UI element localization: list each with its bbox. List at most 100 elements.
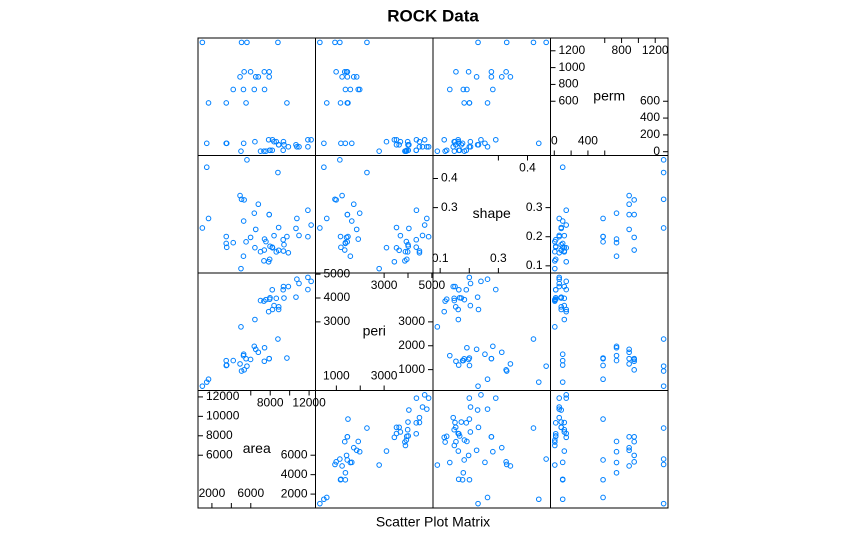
point <box>613 469 620 476</box>
point <box>356 448 363 455</box>
point <box>424 143 430 150</box>
point <box>342 86 349 93</box>
point <box>464 86 470 93</box>
point <box>456 147 462 154</box>
point <box>421 392 428 398</box>
point <box>275 336 281 342</box>
point <box>503 39 510 46</box>
point <box>626 201 632 208</box>
point <box>631 438 637 445</box>
point <box>341 69 348 75</box>
point <box>455 430 461 437</box>
point <box>199 383 206 389</box>
tick-label: 10000 <box>206 409 240 423</box>
point <box>252 244 258 251</box>
point <box>347 86 354 93</box>
panel <box>197 37 316 156</box>
point <box>660 336 667 342</box>
point <box>244 157 250 163</box>
point <box>613 448 620 455</box>
point <box>535 496 542 503</box>
point <box>280 248 287 254</box>
tick-label: 4000 <box>324 290 351 304</box>
point <box>345 100 351 106</box>
point <box>199 225 206 231</box>
point <box>284 355 290 361</box>
point <box>308 278 314 285</box>
point <box>626 447 632 454</box>
point <box>344 457 351 463</box>
variable-name: shape <box>473 205 511 221</box>
point <box>261 236 268 242</box>
point <box>552 324 558 330</box>
point <box>305 136 311 143</box>
panel <box>315 155 434 274</box>
point <box>406 407 412 413</box>
point <box>266 74 272 80</box>
point <box>240 140 247 147</box>
point <box>660 169 667 176</box>
point <box>293 225 299 232</box>
point <box>490 448 496 455</box>
point <box>348 459 355 466</box>
point <box>466 395 473 401</box>
panel <box>550 155 669 274</box>
point <box>660 461 667 468</box>
point <box>503 69 509 75</box>
tick-label: 6000 <box>237 486 264 500</box>
tick-label: 3000 <box>398 314 425 328</box>
point <box>241 367 247 373</box>
point <box>441 434 448 441</box>
point <box>563 392 570 398</box>
point <box>451 297 458 304</box>
point <box>543 363 549 369</box>
point <box>261 148 267 154</box>
point <box>459 140 466 147</box>
point <box>339 192 345 199</box>
point <box>244 363 250 369</box>
point <box>261 344 268 351</box>
point <box>626 349 632 356</box>
point <box>455 316 462 323</box>
point <box>563 306 570 313</box>
point <box>563 278 570 285</box>
point <box>393 245 400 251</box>
point <box>252 74 259 80</box>
point <box>308 136 314 143</box>
point <box>482 351 488 358</box>
point <box>466 274 473 281</box>
point <box>475 383 481 389</box>
point <box>251 86 258 93</box>
point <box>484 494 491 501</box>
point <box>475 424 482 431</box>
point <box>631 367 637 373</box>
point <box>323 100 330 106</box>
point <box>223 100 230 106</box>
tick-label: 800 <box>612 43 632 57</box>
point <box>558 304 565 310</box>
point <box>338 140 344 147</box>
point <box>275 304 282 310</box>
point <box>261 247 268 253</box>
point <box>391 136 398 143</box>
point <box>337 39 343 46</box>
point <box>446 459 453 466</box>
point <box>490 86 496 93</box>
point <box>413 207 420 214</box>
point <box>296 232 302 239</box>
point <box>241 69 247 75</box>
point <box>240 351 247 358</box>
point <box>563 222 570 228</box>
point <box>660 425 667 431</box>
point <box>323 215 330 222</box>
point <box>425 143 432 150</box>
point <box>425 395 432 401</box>
point <box>337 456 343 462</box>
point <box>660 363 667 369</box>
point <box>561 448 568 454</box>
point <box>498 349 505 356</box>
point <box>251 343 258 350</box>
point <box>455 140 462 147</box>
point <box>461 296 468 303</box>
